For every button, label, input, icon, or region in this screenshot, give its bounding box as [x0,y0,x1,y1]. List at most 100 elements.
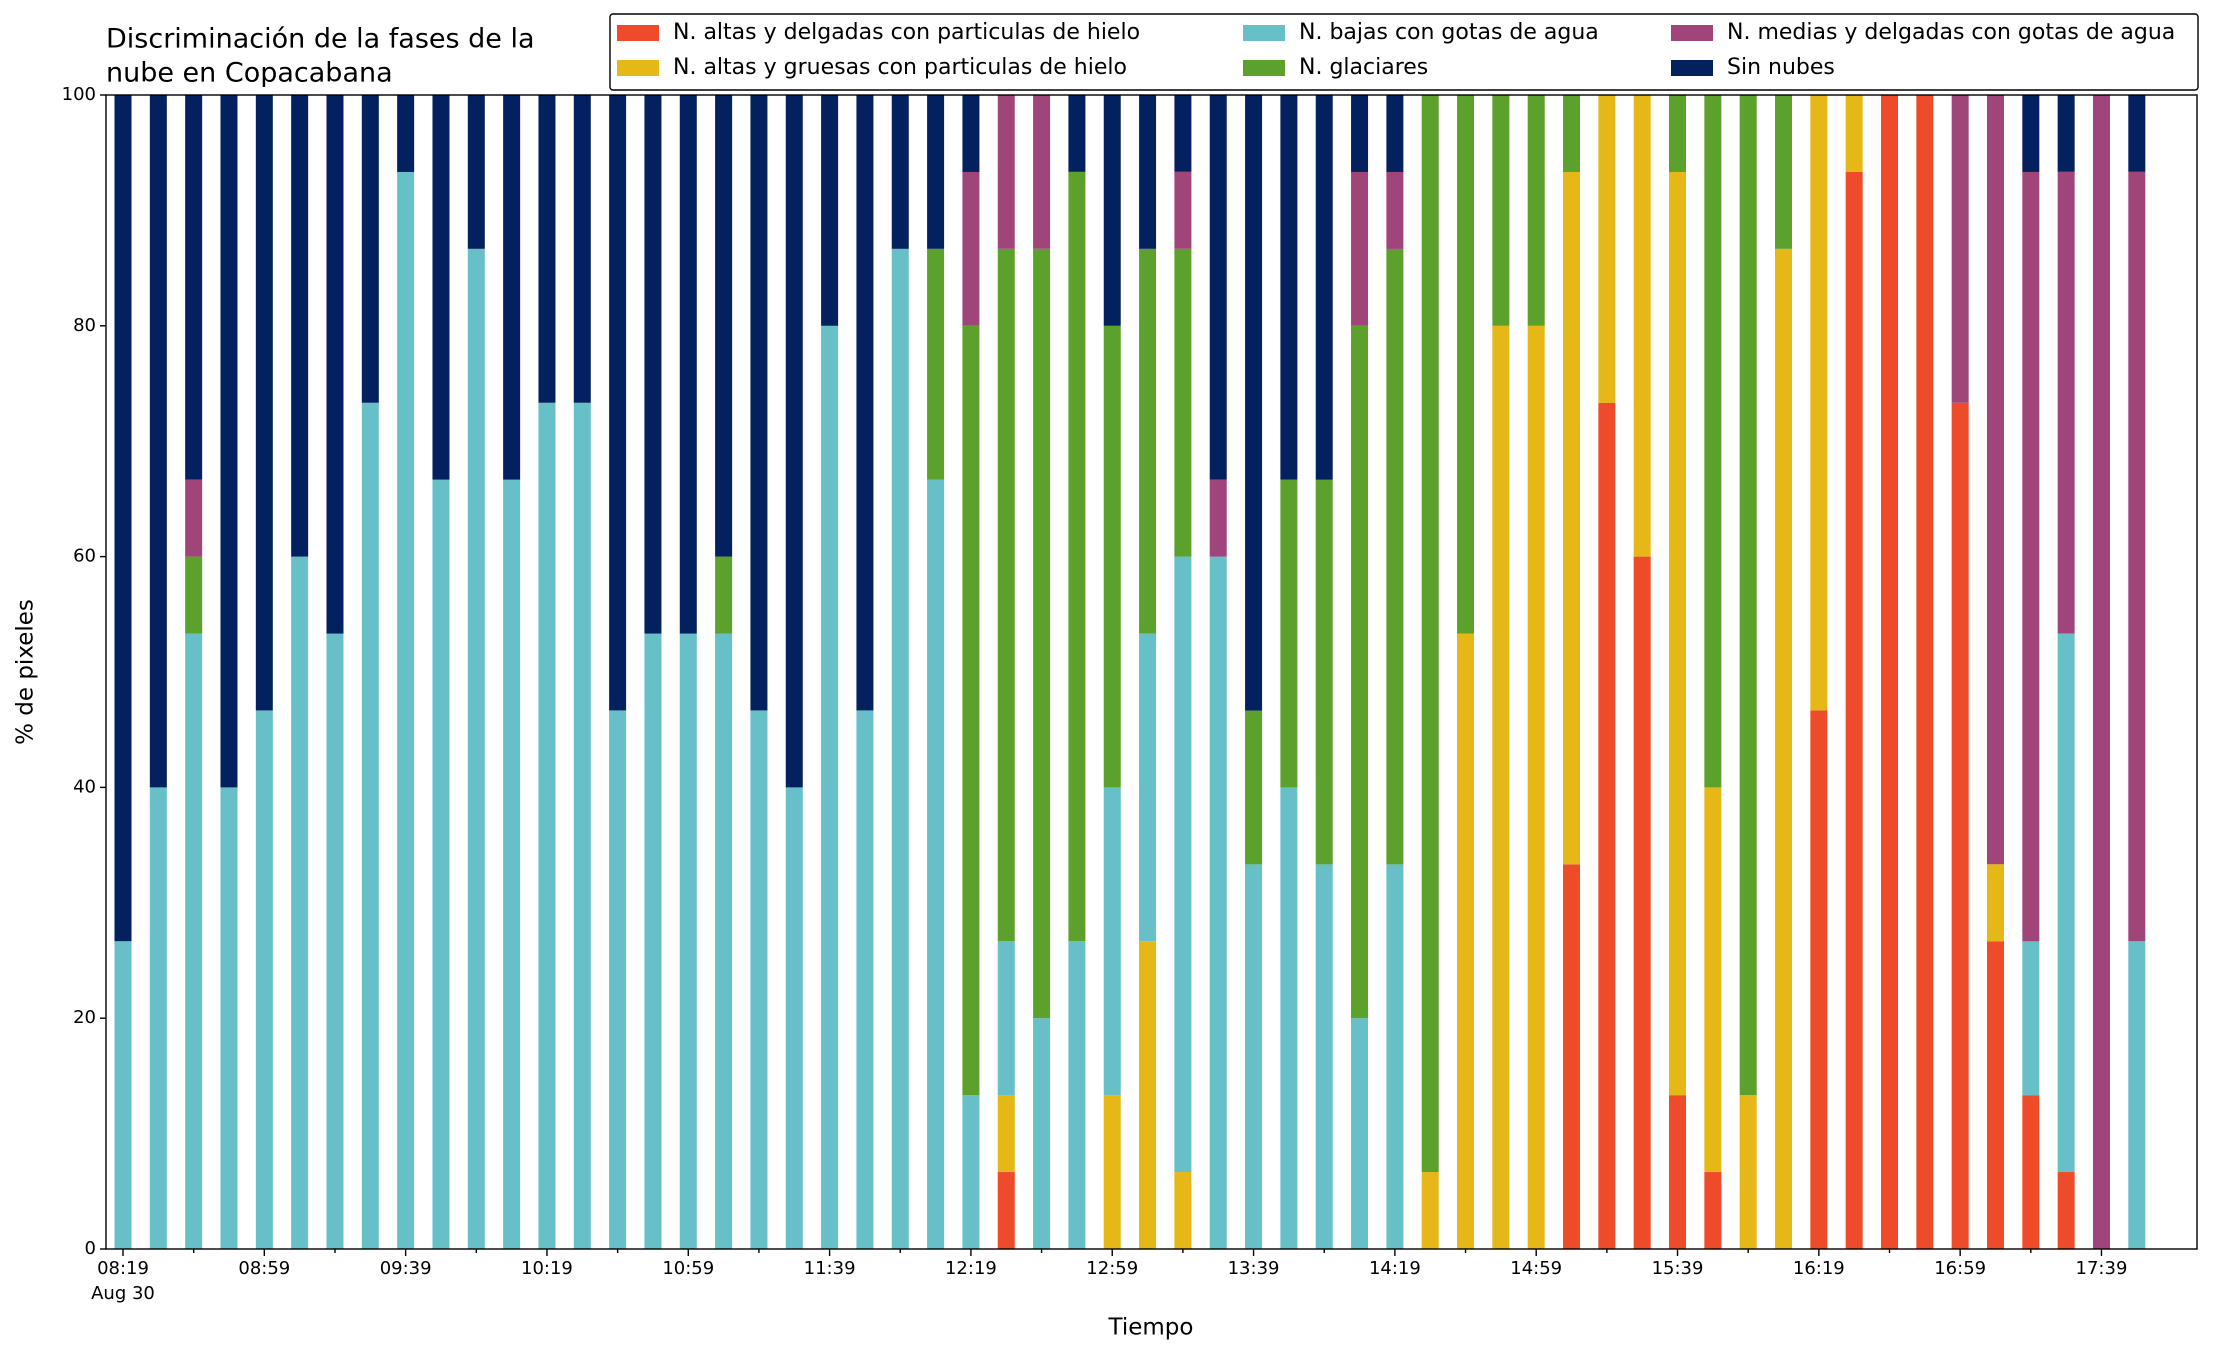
bar-segment [2022,95,2040,172]
x-axis-label: Tiempo [1108,1315,1194,1341]
bar-segment [2092,95,2110,1249]
x-tick-label: 15:39 [1652,1258,1704,1279]
bar-segment [149,95,167,788]
bar-segment [1951,402,1969,1249]
bar-segment [1951,95,1969,403]
bar-segment [1492,95,1510,326]
bar-segment [291,556,309,1249]
bar-segment [1174,1172,1192,1249]
bar-segment [1351,171,1369,326]
bar-segment [1775,248,1793,1250]
bar-segment [997,941,1015,1096]
chart-title: nube en Copacabana [106,58,393,89]
bar-segment [821,95,839,326]
bar-segment [114,95,132,942]
bar-segment [503,479,521,1250]
bar-segment [715,633,733,1249]
bar-segment [149,787,167,1249]
bar-segment [821,325,839,1249]
x-tick-label: 14:59 [1510,1258,1562,1279]
bar-segment [679,95,697,634]
bar-segment [679,633,697,1249]
y-tick-label: 80 [73,315,96,336]
bar-segment [1315,95,1333,480]
bar-segment [1209,556,1227,1249]
x-tick-label: 11:39 [804,1258,856,1279]
bar-segment [1492,325,1510,1249]
bar-segment [1139,248,1157,634]
bar-segment [467,95,485,249]
y-axis-label: % de pixeles [13,599,39,745]
y-tick-label: 40 [73,776,96,797]
legend-label: N. glaciares [1299,55,1428,80]
x-tick-label: 10:19 [521,1258,573,1279]
legend-swatch [1671,60,1713,76]
chart-title: Discriminación de la fases de la [106,24,535,55]
bar-segment [220,95,238,788]
bar-segment [1033,1018,1051,1249]
bar-segment [1704,787,1722,1173]
bar-segment [397,95,415,172]
bar-segment [538,95,556,403]
x-tick-label: 10:59 [662,1258,714,1279]
bar-segment [503,95,521,480]
bar-segment [1457,95,1475,634]
bar-segment [1563,864,1581,1249]
bar-segment [220,787,238,1249]
bar-segment [1068,941,1086,1249]
bar-segment [750,95,768,711]
legend-swatch [1671,25,1713,41]
x-tick-label: 13:39 [1228,1258,1280,1279]
bar-segment [573,402,591,1249]
bar-segment [291,95,309,557]
bar-segment [2057,633,2075,1173]
bar-segment [1174,556,1192,1173]
bar-segment [1775,95,1793,249]
bar-segment [1421,1172,1439,1249]
bar-segment [1139,633,1157,942]
legend-swatch [617,25,659,41]
bar-segment [255,710,273,1249]
bar-segment [1739,1095,1757,1249]
bar-segment [1351,325,1369,1019]
bar-segment [538,402,556,1249]
bar-segment [785,95,803,788]
bar-segment [1174,171,1192,249]
bar-segment [927,248,945,480]
bar-segment [750,710,768,1249]
bar-segment [1527,325,1545,1249]
bar-segment [644,95,662,634]
bar-segment [1103,787,1121,1096]
bar-segment [927,95,945,249]
bar-segment [1139,941,1157,1249]
bar-segment [785,787,803,1249]
plot-frame [105,94,2198,1250]
bar-segment [326,95,344,634]
x-tick-label: 08:19 [97,1258,149,1279]
bar-segment [1704,95,1722,788]
y-tick-label: 100 [62,84,96,105]
y-tick-label: 20 [73,1007,96,1028]
legend-swatch [617,60,659,76]
bar-segment [715,556,733,634]
bar-segment [1598,402,1616,1249]
bar-segment [1103,325,1121,788]
bar-segment [644,633,662,1249]
legend-label: N. bajas con gotas de agua [1299,20,1599,45]
bar-segment [891,95,909,249]
bar-segment [2128,171,2146,942]
bar-segment [997,1095,1015,1173]
x-tick-label: 14:19 [1369,1258,1421,1279]
bar-segment [467,248,485,1250]
bar-segment [1245,95,1263,711]
bar-segment [1421,95,1439,1173]
bar-segment [2022,941,2040,1096]
bar-segment [891,248,909,1250]
legend-label: N. altas y gruesas con particulas de hie… [673,55,1127,80]
bar-segment [1986,941,2004,1249]
bar-segment [361,95,379,403]
bar-segment [1033,248,1051,1019]
bar-segment [1633,95,1651,557]
bar-segment [1704,1172,1722,1249]
